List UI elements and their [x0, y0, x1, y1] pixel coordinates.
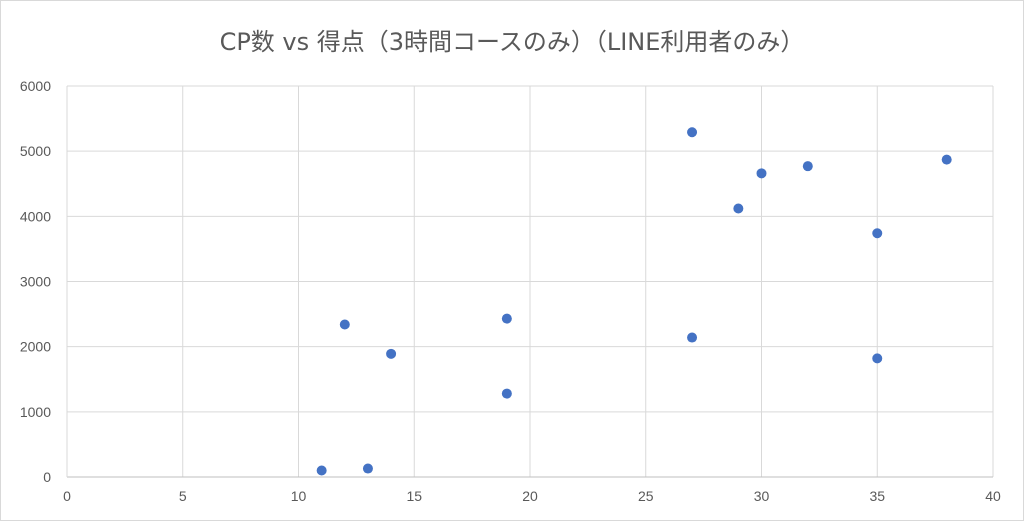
y-tick-label: 6000 — [20, 78, 51, 94]
x-tick-label: 20 — [522, 488, 538, 504]
data-point — [362, 463, 373, 474]
x-tick-label: 35 — [869, 488, 885, 504]
x-tick-label: 10 — [291, 488, 307, 504]
chart-title: CP数 vs 得点（3時間コースのみ）（LINE利用者のみ） — [219, 28, 805, 56]
data-point — [733, 203, 744, 214]
data-point — [316, 465, 327, 476]
data-point — [501, 388, 512, 399]
data-point — [386, 348, 397, 359]
data-point — [941, 154, 952, 165]
data-point — [756, 168, 767, 179]
x-tick-label: 5 — [179, 488, 187, 504]
data-point — [872, 353, 883, 364]
data-points — [316, 127, 952, 476]
y-tick-label: 3000 — [20, 274, 51, 290]
x-tick-label: 40 — [985, 488, 1001, 504]
x-tick-label: 15 — [406, 488, 422, 504]
data-point — [687, 127, 698, 138]
data-point — [501, 313, 512, 324]
x-tick-label: 25 — [638, 488, 654, 504]
data-point — [687, 332, 698, 343]
x-tick-label: 30 — [754, 488, 770, 504]
y-tick-label: 5000 — [20, 143, 51, 159]
data-point — [802, 161, 813, 172]
data-point — [872, 228, 883, 239]
axes — [66, 86, 993, 478]
tick-labels: 0 5 10 15 20 25 30 35 40 0 1000 2000 3000 4000 5000 600… — [20, 78, 1001, 504]
data-point — [339, 319, 350, 330]
x-tick-label: 0 — [63, 488, 71, 504]
y-tick-label: 2000 — [20, 339, 51, 355]
y-tick-label: 0 — [43, 469, 51, 485]
y-tick-label: 4000 — [20, 208, 51, 224]
y-tick-label: 1000 — [20, 404, 51, 420]
gridlines — [67, 85, 994, 477]
